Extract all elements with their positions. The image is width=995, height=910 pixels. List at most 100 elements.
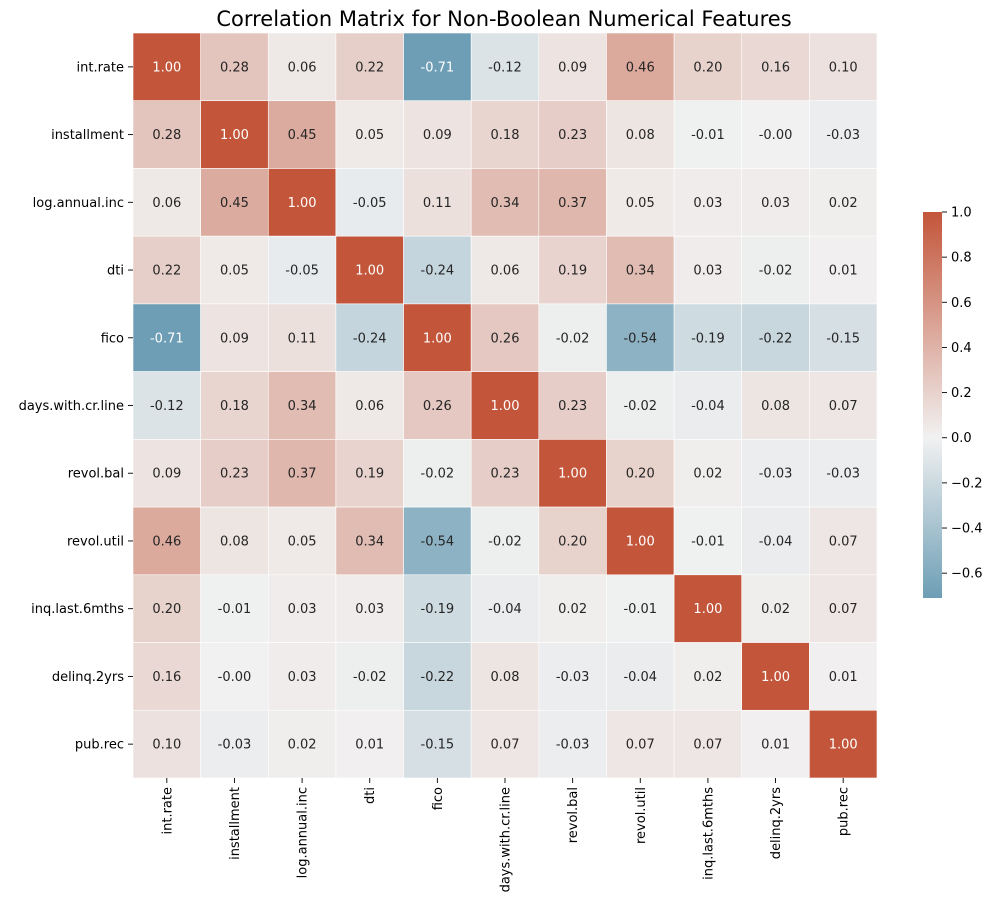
cell-value-label: 0.03: [693, 196, 722, 211]
cell-value-label: 0.19: [558, 264, 587, 279]
heatmap-cell: [267, 235, 337, 305]
cell-value-label: -0.71: [421, 60, 455, 75]
cell-value-label: 0.02: [558, 602, 587, 617]
cell-value-label: 0.26: [491, 331, 520, 346]
cell-value-label: 0.23: [558, 399, 587, 414]
cell-value-label: 0.18: [491, 128, 520, 143]
cell-value-label: 0.46: [626, 60, 655, 75]
heatmap-cell: [809, 32, 878, 102]
cell-value-label: -0.03: [556, 738, 590, 753]
heatmap-cell: [741, 506, 810, 576]
heatmap-cell: [741, 100, 810, 169]
cell-value-label: 0.28: [152, 128, 181, 143]
y-tick-label: installment: [51, 128, 124, 143]
colorbar-tick-label: 0.8: [951, 251, 972, 266]
heatmap-cell: [470, 100, 540, 169]
cell-value-label: 1.00: [693, 602, 722, 617]
colorbar-tick-label: −0.4: [951, 522, 983, 537]
cell-value-label: 0.02: [761, 602, 790, 617]
heatmap-cell: [132, 506, 201, 576]
heatmap-cell: [403, 506, 472, 576]
heatmap-cell: [403, 303, 472, 372]
heatmap-cell: [267, 32, 337, 102]
cell-value-label: 0.02: [829, 196, 858, 211]
cell-value-label: 0.22: [355, 60, 384, 75]
heatmap-cell: [809, 506, 878, 576]
heatmap-cell: [470, 709, 540, 779]
cell-value-label: -0.01: [623, 602, 657, 617]
colorbar-tick-label: −0.6: [951, 567, 983, 582]
colorbar: 1.0 0.8 0.6 0.4 0.2 0.0 −0.2 −0.4 −0.6: [923, 206, 983, 598]
cell-value-label: 0.07: [491, 738, 520, 753]
x-tick-label: pub.rec: [837, 787, 852, 836]
heatmap-cell: [538, 642, 607, 711]
colorbar-tick-label: 0.6: [951, 296, 972, 311]
heatmap-cell: [267, 303, 337, 372]
heatmap-cell: [673, 235, 743, 305]
heatmap-cell: [267, 168, 337, 237]
heatmap-annotations: 1.00 0.28 0.06 0.22 -0.71 -0.12 0.09 0.46 0.20 0.…: [150, 60, 860, 752]
cell-value-label: 0.09: [558, 60, 587, 75]
heatmap-cell: [809, 168, 878, 237]
y-tick-label: dti: [107, 264, 124, 279]
cell-value-label: 0.08: [626, 128, 655, 143]
cell-value-label: -0.01: [218, 602, 252, 617]
cell-value-label: -0.01: [691, 128, 725, 143]
heatmap-cell: [809, 303, 878, 372]
cell-value-label: -0.12: [488, 60, 522, 75]
heatmap-cell: [335, 32, 404, 102]
x-tick-label: installment: [228, 787, 243, 860]
cell-value-label: 0.28: [220, 60, 249, 75]
heatmap-cell: [132, 303, 201, 372]
cell-value-label: 0.11: [288, 331, 317, 346]
heatmap-cell: [809, 439, 878, 508]
heatmap-cell: [538, 371, 607, 440]
cell-value-label: 0.20: [626, 467, 655, 482]
cell-value-label: -0.22: [421, 670, 455, 685]
heatmap-cell: [200, 506, 269, 576]
heatmap-cell: [673, 303, 743, 372]
heatmap-cell: [673, 100, 743, 169]
heatmap-cell: [606, 574, 675, 643]
heatmap-cell: [335, 439, 404, 508]
heatmap-cell: [335, 235, 404, 305]
cell-value-label: 0.10: [829, 60, 858, 75]
heatmap-cell: [809, 642, 878, 711]
cell-value-label: 0.07: [626, 738, 655, 753]
heatmap-cell: [809, 371, 878, 440]
cell-value-label: 0.46: [152, 534, 181, 549]
y-tick-label: delinq.2yrs: [52, 670, 124, 685]
heatmap-cell: [673, 371, 743, 440]
heatmap-cell: [132, 371, 201, 440]
colorbar-tick-label: 0.4: [951, 341, 972, 356]
cell-value-label: 0.09: [423, 128, 452, 143]
heatmap-cell: [267, 574, 337, 643]
y-tick-label: inq.last.6mths: [31, 602, 124, 617]
heatmap-cell: [538, 168, 607, 237]
cell-value-label: 0.05: [220, 264, 249, 279]
heatmap-cell: [335, 574, 404, 643]
heatmap-cell: [132, 439, 201, 508]
y-tick-label: int.rate: [77, 60, 125, 75]
cell-value-label: 0.37: [558, 196, 587, 211]
cell-value-label: 0.23: [491, 467, 520, 482]
heatmap-cell: [335, 303, 404, 372]
cell-value-label: 0.01: [355, 738, 384, 753]
cell-value-label: -0.15: [826, 331, 860, 346]
cell-value-label: -0.19: [691, 331, 725, 346]
heatmap-cell: [673, 709, 743, 779]
heatmap-cell: [606, 506, 675, 576]
cell-value-label: -0.15: [421, 738, 455, 753]
heatmap-cell: [470, 303, 540, 372]
cell-value-label: 0.08: [491, 670, 520, 685]
cell-value-label: -0.03: [826, 467, 860, 482]
cell-value-label: 0.11: [423, 196, 452, 211]
heatmap-cell: [200, 371, 269, 440]
heatmap-cell: [403, 439, 472, 508]
cell-value-label: -0.24: [421, 264, 455, 279]
heatmap-cell: [741, 574, 810, 643]
cell-value-label: 0.37: [288, 467, 317, 482]
heatmap-cell: [673, 506, 743, 576]
heatmap-cell: [470, 168, 540, 237]
heatmap-cell: [267, 642, 337, 711]
